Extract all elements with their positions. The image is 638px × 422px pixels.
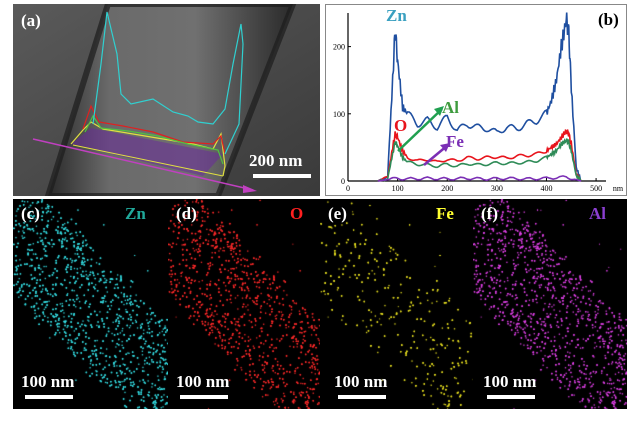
x-tick-label: 300 xyxy=(491,184,503,193)
map-element-o: O xyxy=(290,204,304,223)
o-annotation: O xyxy=(394,116,408,135)
red-profile xyxy=(82,104,226,155)
map-scale-text-c: 100 nm xyxy=(21,372,75,391)
map-panel-fe: (e) Fe 100 nm xyxy=(320,199,473,409)
series-zn-line xyxy=(377,12,582,182)
x-tick-label: 200 xyxy=(441,184,453,193)
fe-map-canvas xyxy=(320,199,473,409)
x-unit-label: nm xyxy=(613,184,624,193)
series-al-line xyxy=(377,138,582,183)
map-scale-bar-e xyxy=(338,395,386,399)
map-label-d: (d) xyxy=(176,204,197,223)
x-tick-label: 500 xyxy=(590,184,602,193)
map-panel-o: (d) O 100 nm xyxy=(168,199,320,409)
map-scale-text-f: 100 nm xyxy=(483,372,537,391)
scan-line xyxy=(32,138,254,191)
y-tick-label: 200 xyxy=(333,43,345,52)
al-map-canvas xyxy=(473,199,627,409)
panel-a-tem-image: (a) 200 nm xyxy=(13,4,320,196)
map-scale-bar-f xyxy=(487,395,535,399)
map-scale-text-e: 100 nm xyxy=(334,372,388,391)
y-tick-label: 100 xyxy=(333,110,345,119)
map-panel-zn: (c) Zn 100 nm xyxy=(13,199,168,409)
panel-a-scale-bar xyxy=(253,174,311,178)
map-label-c: (c) xyxy=(21,204,40,223)
map-label-f: (f) xyxy=(481,204,498,223)
al-annotation: Al xyxy=(442,98,459,117)
map-scale-bar-c xyxy=(25,395,73,399)
zn-annotation: Zn xyxy=(386,6,407,25)
x-tick-label: 400 xyxy=(540,184,552,193)
fe-profile-fill xyxy=(71,128,223,176)
o-map-canvas xyxy=(168,199,320,409)
x-tick-label: 100 xyxy=(392,184,404,193)
panel-b-chart: 0 100 200 300 400 500 nm 0 100 200 Zn Al O Fe (b) xyxy=(325,4,627,196)
map-element-al: Al xyxy=(589,204,606,223)
map-label-e: (e) xyxy=(328,204,347,223)
panel-a-scale-text: 200 nm xyxy=(249,151,303,170)
y-tick-label: 0 xyxy=(341,177,345,186)
map-element-fe: Fe xyxy=(436,204,454,223)
fe-annotation: Fe xyxy=(446,132,464,151)
map-scale-bar-d xyxy=(180,395,228,399)
cyan-profile xyxy=(92,11,244,155)
map-panel-al: (f) Al 100 nm xyxy=(473,199,627,409)
x-tick-label: 0 xyxy=(346,184,350,193)
series-fe-line xyxy=(377,175,582,182)
tem-image-graphic xyxy=(13,4,320,196)
panel-b-label: (b) xyxy=(598,10,619,29)
line-profile-svg: 0 100 200 300 400 500 nm 0 100 200 xyxy=(333,12,624,193)
panel-a-label: (a) xyxy=(21,11,41,30)
map-element-zn: Zn xyxy=(125,204,146,223)
map-scale-text-d: 100 nm xyxy=(176,372,230,391)
zn-map-canvas xyxy=(13,199,168,409)
